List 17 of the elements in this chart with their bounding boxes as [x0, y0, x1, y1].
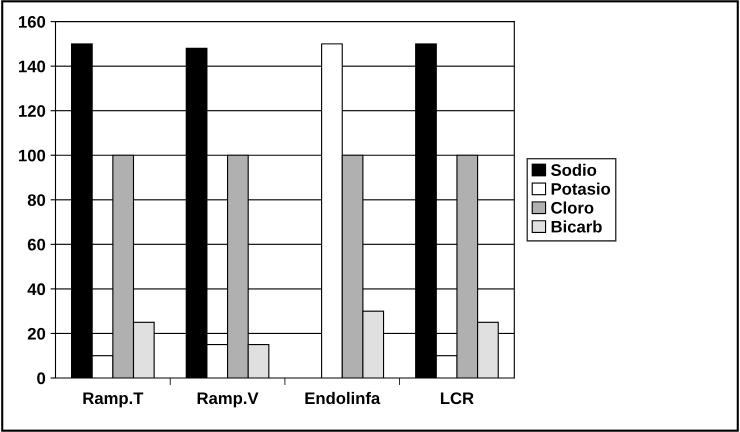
y-tick-label: 60: [28, 238, 46, 251]
x-tick-label: Ramp.T: [83, 392, 144, 408]
y-tick-label: 20: [28, 328, 46, 340]
y-tick-label: 120: [19, 105, 46, 117]
y-tick-label: 80: [28, 194, 46, 206]
y-tick-label: 140: [19, 60, 46, 72]
y-tick-label: 40: [27, 283, 46, 296]
legend-label: Potasio: [552, 182, 610, 195]
y-tick-label: 100: [19, 150, 46, 162]
y-tick-label: 0: [37, 372, 46, 384]
x-tick-label: Endolinfa: [305, 392, 380, 404]
x-tick-label: LCR: [440, 392, 474, 404]
legend-label: Cloro: [551, 201, 594, 214]
y-tick-label: 160: [19, 16, 46, 28]
x-tick-label: Ramp.V: [198, 392, 258, 408]
legend-label: Sodio: [551, 164, 596, 176]
legend-label: Bicarb: [552, 220, 602, 233]
